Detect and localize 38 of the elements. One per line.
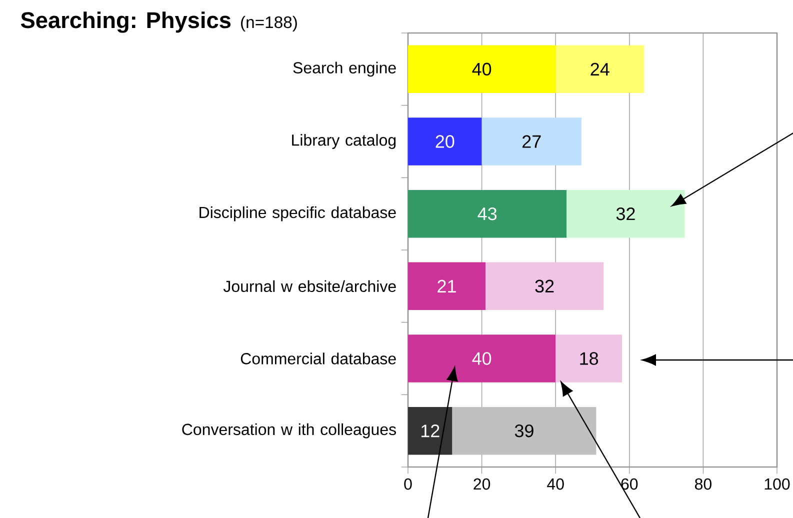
text: Searching: Physics <box>20 12 231 33</box>
data-label: 32 <box>535 280 554 293</box>
bar <box>556 334 622 382</box>
data-label: 43 <box>478 207 497 220</box>
data-label: 40 <box>472 62 492 76</box>
bar <box>408 406 452 455</box>
y-tick-label: Library catalog <box>292 134 396 149</box>
data-label: 27 <box>522 135 541 148</box>
bar <box>408 262 486 310</box>
y-tick-label: Search engine <box>293 62 396 77</box>
y-tick-label: Discipline specific database <box>200 206 396 222</box>
bar <box>408 45 556 94</box>
bar <box>408 190 567 238</box>
bar <box>556 45 644 94</box>
data-label: 40 <box>472 352 492 365</box>
bar <box>408 118 482 166</box>
bar <box>566 190 685 238</box>
y-tick-label: Conversation w ith colleagues <box>182 423 396 438</box>
data-label: 18 <box>580 352 598 365</box>
data-label: 24 <box>590 62 610 76</box>
data-label: 32 <box>616 207 635 220</box>
text: (n=188) <box>241 16 297 32</box>
y-tick-label: Journal w ebsite/archive <box>223 280 396 292</box>
x-tick-label: 20 <box>474 478 490 490</box>
x-tick-label: 60 <box>621 478 638 490</box>
data-label: 12 <box>422 424 440 438</box>
x-tick-label: 80 <box>694 478 712 490</box>
x-tick-label: 100 <box>764 478 790 490</box>
x-tick-label: 0 <box>404 478 412 490</box>
bar <box>452 406 596 455</box>
y-tick-label: Commercial database <box>240 352 396 364</box>
bar <box>408 334 556 382</box>
bar <box>482 118 582 166</box>
data-label: 20 <box>436 135 454 148</box>
x-tick-label: 40 <box>547 478 564 490</box>
data-label: 21 <box>438 280 456 292</box>
bar <box>485 262 604 310</box>
data-label: 39 <box>514 424 534 438</box>
